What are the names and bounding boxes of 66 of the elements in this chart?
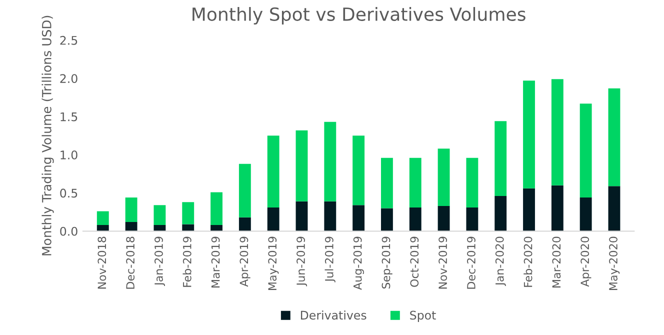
bar bbox=[494, 121, 507, 196]
x-tick-label: Nov-2018 bbox=[98, 236, 106, 289]
bar bbox=[523, 188, 535, 232]
x-tick-label: Jan-2020 bbox=[495, 236, 506, 286]
y-tick-label: 1.0 bbox=[60, 150, 78, 160]
x-tick-label: May-2020 bbox=[609, 236, 620, 290]
x-tick-label: Sep-2019 bbox=[382, 236, 392, 289]
x-tick-label: Dec-2019 bbox=[467, 236, 476, 289]
bar bbox=[210, 225, 222, 232]
bar bbox=[494, 196, 507, 232]
bar bbox=[523, 80, 535, 188]
bar bbox=[324, 122, 336, 202]
bar bbox=[154, 225, 166, 232]
legend-label: Derivatives bbox=[300, 310, 366, 320]
bar bbox=[580, 104, 592, 198]
bar bbox=[608, 88, 620, 186]
x-tick-label: Dec-2018 bbox=[126, 236, 135, 289]
x-tick-label: Oct-2019 bbox=[410, 236, 419, 287]
bar bbox=[352, 136, 365, 206]
bar bbox=[125, 222, 138, 232]
x-tick-label: Jul-2019 bbox=[324, 236, 336, 282]
bar bbox=[352, 205, 365, 232]
legend-label: Spot bbox=[410, 310, 436, 322]
bar bbox=[296, 130, 308, 202]
y-axis-title: Monthly Trading Volume (Trillions USD) bbox=[42, 16, 54, 256]
bar bbox=[466, 158, 478, 208]
bar bbox=[580, 198, 592, 232]
x-tick-label: Feb-2019 bbox=[182, 236, 192, 287]
x-tick-label: Apr-2020 bbox=[580, 236, 592, 287]
bar bbox=[96, 211, 109, 226]
bar bbox=[125, 198, 138, 222]
x-tick-label: Mar-2019 bbox=[211, 236, 220, 288]
bar bbox=[267, 207, 280, 232]
bar bbox=[466, 207, 478, 232]
y-tick-label: 2.0 bbox=[60, 74, 78, 84]
bar bbox=[381, 158, 393, 208]
x-tick-label: Jan-2019 bbox=[154, 236, 165, 286]
bar bbox=[438, 206, 450, 232]
bar bbox=[267, 136, 280, 208]
bar bbox=[324, 201, 336, 232]
x-tick-label: May-2019 bbox=[268, 236, 279, 290]
x-tick-label: Nov-2019 bbox=[438, 236, 448, 289]
bar bbox=[296, 201, 308, 232]
y-tick-label: 2.5 bbox=[60, 36, 78, 45]
x-tick-label: Apr-2019 bbox=[240, 236, 250, 287]
bar bbox=[409, 158, 422, 208]
bar bbox=[551, 79, 564, 186]
x-tick-label: Aug-2019 bbox=[353, 236, 364, 290]
bar bbox=[238, 164, 251, 218]
bar bbox=[608, 186, 620, 232]
bar bbox=[154, 205, 166, 226]
y-tick-label: 1.5 bbox=[60, 112, 78, 122]
bar bbox=[551, 185, 564, 232]
bar bbox=[438, 148, 450, 206]
y-tick-label: 0.5 bbox=[60, 188, 78, 198]
x-tick-label: Jun-2019 bbox=[296, 236, 308, 286]
bar bbox=[210, 192, 222, 226]
y-tick-label: 0.0 bbox=[60, 226, 78, 236]
bar bbox=[409, 207, 422, 232]
bar bbox=[96, 225, 109, 232]
x-tick-label: Feb-2020 bbox=[524, 236, 532, 287]
x-tick-label: Mar-2020 bbox=[552, 236, 561, 288]
bar bbox=[182, 202, 194, 224]
chart-title: Monthly Spot vs Derivatives Volumes bbox=[192, 7, 526, 25]
bar bbox=[381, 208, 393, 232]
bar bbox=[238, 217, 251, 232]
